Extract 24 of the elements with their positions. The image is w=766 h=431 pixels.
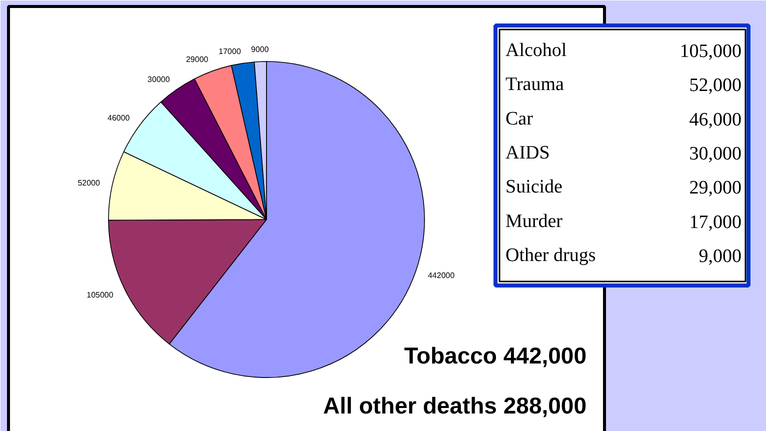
text: Murder (506, 210, 564, 232)
text: 29,000 (689, 178, 742, 199)
text: Other drugs (506, 245, 596, 266)
data-label: 105000 (86, 290, 114, 300)
text: 46,000 (689, 109, 742, 130)
text: AIDS (506, 142, 550, 164)
data-label: 9000 (250, 44, 270, 54)
data-label: 29000 (186, 55, 209, 64)
data-label: 52000 (78, 178, 101, 188)
text: Suicide (506, 176, 562, 198)
text: Tobacco 442,000 (404, 342, 587, 368)
text: Trauma (506, 74, 564, 96)
data-label: 17000 (218, 46, 242, 56)
text: All other deaths 288,000 (323, 392, 587, 418)
data-label: 46000 (108, 113, 130, 122)
data-label: 442000 (428, 271, 456, 280)
text: 9,000 (698, 246, 742, 267)
text: Car (506, 108, 534, 130)
data-label: 30000 (148, 74, 170, 84)
text: 17,000 (689, 212, 742, 233)
text: 30,000 (689, 144, 742, 164)
text: 105,000 (680, 41, 742, 62)
text: 52,000 (689, 75, 742, 96)
text: Alcohol (506, 40, 567, 61)
